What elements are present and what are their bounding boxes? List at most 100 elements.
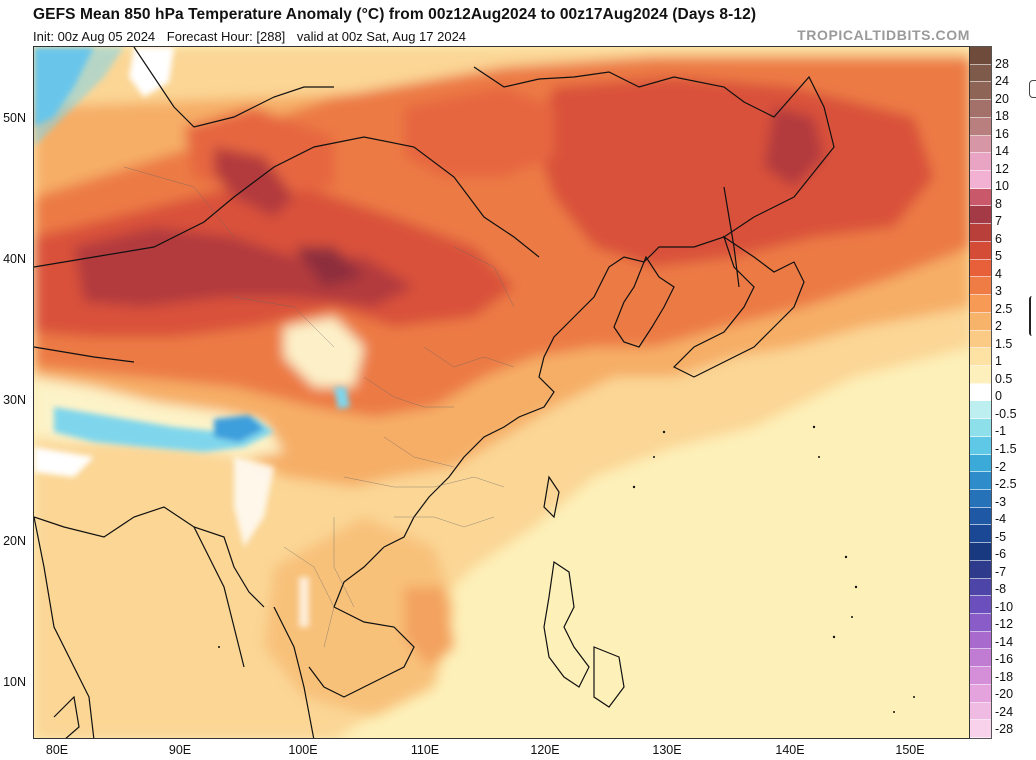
colorbar-swatch bbox=[970, 277, 991, 296]
colorbar-swatch bbox=[970, 649, 991, 668]
colorbar-swatch bbox=[970, 684, 991, 703]
colorbar-swatch bbox=[970, 720, 991, 739]
colorbar-swatch bbox=[970, 454, 991, 473]
colorbar-swatch bbox=[970, 330, 991, 349]
lon-tick: 100E bbox=[288, 743, 318, 757]
colorbar-swatch bbox=[970, 702, 991, 721]
colorbar-swatch bbox=[970, 560, 991, 579]
forecast-hour: Forecast Hour: [288] bbox=[166, 29, 286, 44]
colorbar-label: -14 bbox=[995, 634, 1014, 649]
colorbar-label: 24 bbox=[995, 74, 1009, 89]
colorbar-label: -7 bbox=[995, 564, 1007, 579]
colorbar-label: -2 bbox=[995, 459, 1007, 474]
colorbar-swatch bbox=[970, 631, 991, 650]
colorbar-swatch bbox=[970, 82, 991, 101]
colorbar-swatch bbox=[970, 543, 991, 561]
colorbar-label: -1.5 bbox=[995, 442, 1017, 456]
colorbar-swatch bbox=[970, 383, 991, 402]
map-title: GEFS Mean 850 hPa Temperature Anomaly (°… bbox=[33, 6, 757, 23]
lat-tick: 10N bbox=[3, 675, 26, 689]
lon-tick: 90E bbox=[168, 743, 192, 757]
lat-tick: 50N bbox=[3, 111, 26, 125]
colorbar-label: -2.5 bbox=[995, 477, 1017, 492]
colorbar-swatch bbox=[970, 295, 991, 313]
colorbar-swatch bbox=[970, 489, 991, 508]
colorbar-labels: 28 24 20 18 16 14 12 10 8 7 6 5 4 3 2.5 2 1.5 1 0.5 0 -0.5 -1… bbox=[993, 46, 1029, 739]
map-subtitle: Init: 00z Aug 05 2024 Forecast Hour: [28… bbox=[33, 29, 474, 44]
init-time: Init: 00z Aug 05 2024 bbox=[33, 29, 156, 44]
colorbar-swatch bbox=[970, 419, 991, 437]
colorbar-label: 14 bbox=[995, 144, 1009, 159]
colorbar-label: 4 bbox=[995, 266, 1002, 281]
colorbar-label: -3 bbox=[995, 494, 1007, 509]
colorbar-label: 2.5 bbox=[995, 301, 1013, 316]
lon-tick: 120E bbox=[530, 743, 560, 757]
colorbar-swatch bbox=[970, 596, 991, 614]
colorbar-label: 28 bbox=[995, 56, 1009, 71]
colorbar-swatch bbox=[970, 64, 991, 83]
colorbar-swatch bbox=[970, 401, 991, 420]
anomaly-field bbox=[34, 47, 969, 738]
colorbar-swatch bbox=[970, 614, 991, 632]
lon-tick: 110E bbox=[410, 743, 440, 757]
colorbar-label: -5 bbox=[995, 529, 1007, 544]
colorbar-swatch bbox=[970, 100, 991, 118]
colorbar-swatch bbox=[970, 578, 991, 597]
lat-tick: 40N bbox=[3, 252, 26, 266]
colorbar-label: -16 bbox=[995, 652, 1014, 667]
colorbar-swatch bbox=[970, 348, 991, 366]
lat-tick: 20N bbox=[3, 534, 26, 548]
coastlines bbox=[34, 47, 835, 738]
colorbar-label: 3 bbox=[995, 284, 1002, 299]
colorbar-label: 8 bbox=[995, 196, 1002, 211]
islands bbox=[218, 425, 915, 713]
cool-anomaly-areas bbox=[34, 47, 350, 627]
colorbar-swatch bbox=[970, 507, 991, 526]
anomaly-map bbox=[33, 46, 970, 739]
colorbar-label: 16 bbox=[995, 126, 1009, 141]
colorbar-label: 1 bbox=[995, 354, 1002, 369]
colorbar-label: 2 bbox=[995, 319, 1002, 334]
province-borders bbox=[123, 166, 515, 648]
colorbar-swatch bbox=[970, 47, 991, 65]
colorbar-label: -6 bbox=[995, 547, 1007, 562]
colorbar-swatch bbox=[970, 171, 991, 189]
colorbar-label: 18 bbox=[995, 109, 1009, 124]
colorbar-swatch bbox=[970, 241, 991, 260]
colorbar bbox=[970, 46, 992, 739]
colorbar-label: -10 bbox=[995, 599, 1014, 614]
colorbar-swatch bbox=[970, 472, 991, 490]
colorbar-label: -4 bbox=[995, 512, 1007, 527]
lon-tick: 80E bbox=[45, 743, 69, 757]
colorbar-swatch bbox=[970, 667, 991, 685]
colorbar-swatch bbox=[970, 525, 991, 544]
colorbar-label: -20 bbox=[995, 687, 1014, 702]
colorbar-swatch bbox=[970, 206, 991, 225]
colorbar-label: 10 bbox=[995, 179, 1009, 194]
lon-tick: 140E bbox=[775, 743, 805, 757]
colorbar-label: 6 bbox=[995, 231, 1002, 246]
colorbar-label: 5 bbox=[995, 249, 1002, 264]
colorbar-label: -1 bbox=[995, 424, 1007, 439]
colorbar-swatch bbox=[970, 259, 991, 278]
colorbar-label: -8 bbox=[995, 582, 1007, 597]
colorbar-label: 7 bbox=[995, 214, 1002, 229]
colorbar-label: 0.5 bbox=[995, 371, 1013, 386]
site-brand[interactable]: TROPICALTIDBITS.COM bbox=[797, 27, 970, 43]
colorbar-label: -24 bbox=[995, 704, 1014, 719]
lon-tick: 130E bbox=[652, 743, 682, 757]
colorbar-swatch bbox=[970, 436, 991, 455]
colorbar-swatch bbox=[970, 153, 991, 172]
colorbar-swatch bbox=[970, 312, 991, 331]
colorbar-label: 1.5 bbox=[995, 336, 1013, 351]
colorbar-label: -0.5 bbox=[995, 406, 1017, 421]
scroll-indicator bbox=[1029, 296, 1035, 336]
lat-tick: 30N bbox=[3, 393, 26, 407]
colorbar-label: 12 bbox=[995, 161, 1009, 176]
colorbar-label: 20 bbox=[995, 91, 1009, 106]
panel-toggle-button[interactable] bbox=[1029, 80, 1036, 98]
colorbar-label: -12 bbox=[995, 617, 1014, 632]
colorbar-swatch bbox=[970, 135, 991, 154]
colorbar-swatch bbox=[970, 117, 991, 136]
colorbar-label: -18 bbox=[995, 669, 1014, 684]
